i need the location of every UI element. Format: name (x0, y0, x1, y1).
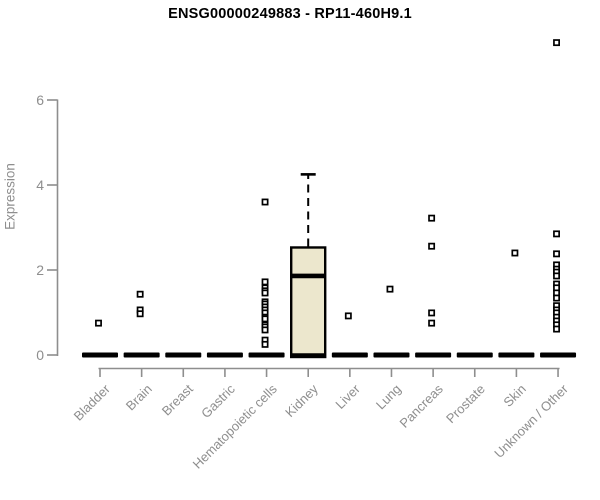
collapsed-box-liver (331, 352, 368, 358)
collapsed-box-brain (123, 352, 160, 358)
collapsed-box-gastric (206, 352, 243, 358)
outlier-point (344, 312, 352, 320)
box-kidney (290, 246, 327, 359)
outlier-point (553, 230, 560, 238)
outlier-point (261, 340, 269, 348)
collapsed-box-skin (498, 352, 535, 358)
collapsed-box-hematopoietic-cells (248, 352, 285, 358)
outlier-point (261, 326, 269, 334)
outlier-point (261, 289, 269, 297)
outlier-point (428, 319, 436, 327)
outlier-point (428, 214, 436, 222)
outlier-point (261, 278, 269, 286)
outlier-point (553, 39, 560, 47)
outlier-point (553, 325, 560, 333)
outlier-point (136, 310, 144, 318)
y-tick-label: 0 (36, 347, 44, 363)
outlier-point (95, 319, 102, 327)
outlier-point (136, 290, 144, 298)
outlier-point (511, 249, 519, 257)
collapsed-box-prostate (456, 352, 493, 358)
collapsed-box-pancreas (415, 352, 452, 358)
outlier-point (428, 242, 436, 250)
outlier-point (261, 198, 269, 206)
y-tick-label: 6 (36, 92, 44, 108)
y-tick-label: 2 (36, 262, 44, 278)
collapsed-box-lung (373, 352, 410, 358)
collapsed-box-breast (165, 352, 202, 358)
outlier-point (428, 309, 436, 317)
outlier-point (261, 315, 269, 323)
outlier-point (553, 272, 560, 280)
chart-title: ENSG00000249883 - RP11-460H9.1 (168, 6, 412, 22)
y-tick-label: 4 (36, 177, 44, 193)
collapsed-box-unknown-other (540, 352, 577, 358)
collapsed-box-bladder (82, 352, 118, 358)
outlier-point (553, 294, 560, 302)
outlier-point (386, 285, 394, 293)
outlier-point (553, 250, 560, 258)
